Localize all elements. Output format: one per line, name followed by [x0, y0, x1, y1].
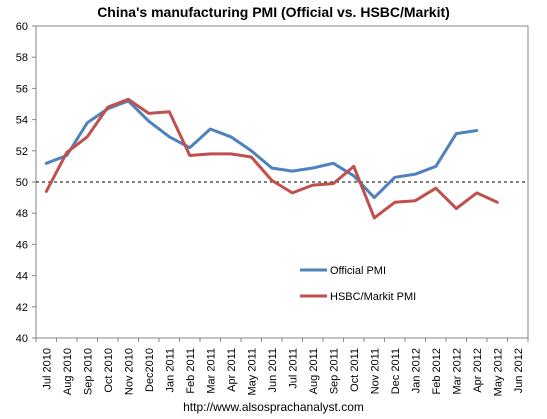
- plot-area: [35, 25, 529, 339]
- x-tick-label: Jun 2011: [267, 348, 279, 392]
- series-0-point: [45, 162, 48, 165]
- series-0-point: [434, 165, 437, 168]
- series-1-point: [352, 165, 355, 168]
- series-0-point: [475, 129, 478, 132]
- x-tick-label: Aug 2011: [308, 348, 320, 394]
- x-tick-label: Mar 2011: [205, 348, 217, 394]
- series-0-point: [455, 132, 458, 135]
- x-tick-label: Oct 2010: [103, 348, 115, 393]
- series-0-point: [168, 135, 171, 138]
- x-tick-label: Jul 2011: [287, 348, 299, 389]
- series-1-point: [373, 216, 376, 219]
- series-line-0: [44, 99, 479, 200]
- y-tick-label: 52: [16, 146, 28, 158]
- x-tick-label: Apr 2011: [226, 348, 238, 392]
- y-tick-label: 42: [16, 302, 28, 314]
- series-1-point: [106, 106, 109, 109]
- x-tick-label: Feb 2012: [431, 348, 443, 394]
- series-1-point: [434, 187, 437, 190]
- x-tick-label: Nov 2010: [123, 348, 135, 395]
- x-tick-label: Oct 2011: [349, 348, 361, 392]
- series-0-point: [250, 149, 253, 152]
- series-1-point: [455, 207, 458, 210]
- x-tick-label: Sep 2010: [82, 348, 94, 395]
- series-0-point: [209, 127, 212, 130]
- series-1-point: [496, 201, 499, 204]
- series-1-point: [332, 182, 335, 185]
- series-1-point: [270, 179, 273, 182]
- series-1-point: [414, 199, 417, 202]
- series-layer: [44, 97, 499, 220]
- series-0-point: [311, 166, 314, 169]
- y-tick-label: 58: [16, 52, 28, 64]
- x-tick-label: Aug 2010: [62, 348, 74, 395]
- series-0-point: [229, 135, 232, 138]
- x-tick-label: Dec2010: [144, 348, 156, 392]
- x-tick-label: Dec 2011: [390, 348, 402, 394]
- series-1-point: [188, 154, 191, 157]
- x-tick-label: Jan 2012: [410, 348, 422, 393]
- legend: Official PMI HSBC/Markit PMI: [300, 265, 416, 303]
- series-1-point: [65, 151, 68, 154]
- series-0-point: [147, 120, 150, 123]
- x-tick-label: May 2012: [492, 348, 504, 396]
- chart-title: China's manufacturing PMI (Official vs. …: [97, 4, 450, 20]
- y-tick-label: 40: [16, 333, 28, 345]
- series-1-point: [168, 110, 171, 113]
- series-0-point: [414, 173, 417, 176]
- y-axis: 40 42 44 46 48 50 52 54 56 58 60: [16, 21, 36, 345]
- y-tick-label: 54: [16, 115, 28, 127]
- y-tick-label: 50: [16, 177, 28, 189]
- source-url: http://www.alsosprachanalyst.com: [183, 400, 364, 414]
- y-tick-label: 56: [16, 83, 28, 95]
- x-tick-label: Nov 2011: [369, 348, 381, 394]
- series-1-point: [127, 98, 130, 101]
- series-0-point: [270, 166, 273, 169]
- x-tick-label: Apr 2012: [472, 348, 484, 393]
- x-axis: Jul 2010 Aug 2010 Sep 2010 Oct 2010 Nov 2010…: [35, 338, 529, 396]
- series-1-point: [45, 190, 48, 193]
- series-0-point: [188, 146, 191, 149]
- series-0-point: [332, 162, 335, 165]
- x-tick-label: Sep 2011: [328, 348, 340, 394]
- series-1-point: [475, 191, 478, 194]
- x-tick-label: Jul 2010: [41, 348, 53, 390]
- legend-label-1: HSBC/Markit PMI: [330, 291, 416, 303]
- series-0-point: [393, 176, 396, 179]
- series-1-point: [393, 201, 396, 204]
- series-0-point: [291, 170, 294, 173]
- series-0-point: [86, 121, 89, 124]
- series-line-1: [44, 97, 499, 220]
- series-1-point: [229, 152, 232, 155]
- y-tick-label: 44: [16, 271, 28, 283]
- series-0-point: [352, 174, 355, 177]
- x-tick-label: Jun 2012: [513, 348, 525, 393]
- series-1-point: [250, 156, 253, 159]
- y-tick-label: 60: [16, 21, 28, 33]
- series-1-point: [209, 152, 212, 155]
- y-tick-label: 46: [16, 239, 28, 251]
- legend-label-0: Official PMI: [330, 265, 386, 277]
- series-0-point: [373, 196, 376, 199]
- series-1-point: [311, 184, 314, 187]
- series-1-point: [86, 135, 89, 138]
- series-1-point: [291, 191, 294, 194]
- x-tick-label: Jan 2011: [164, 348, 176, 392]
- y-tick-label: 48: [16, 208, 28, 220]
- x-tick-label: Feb 2011: [185, 348, 197, 394]
- x-tick-label: Mar 2012: [451, 348, 463, 394]
- series-1-point: [147, 112, 150, 115]
- x-tick-label: May 2011: [246, 348, 258, 396]
